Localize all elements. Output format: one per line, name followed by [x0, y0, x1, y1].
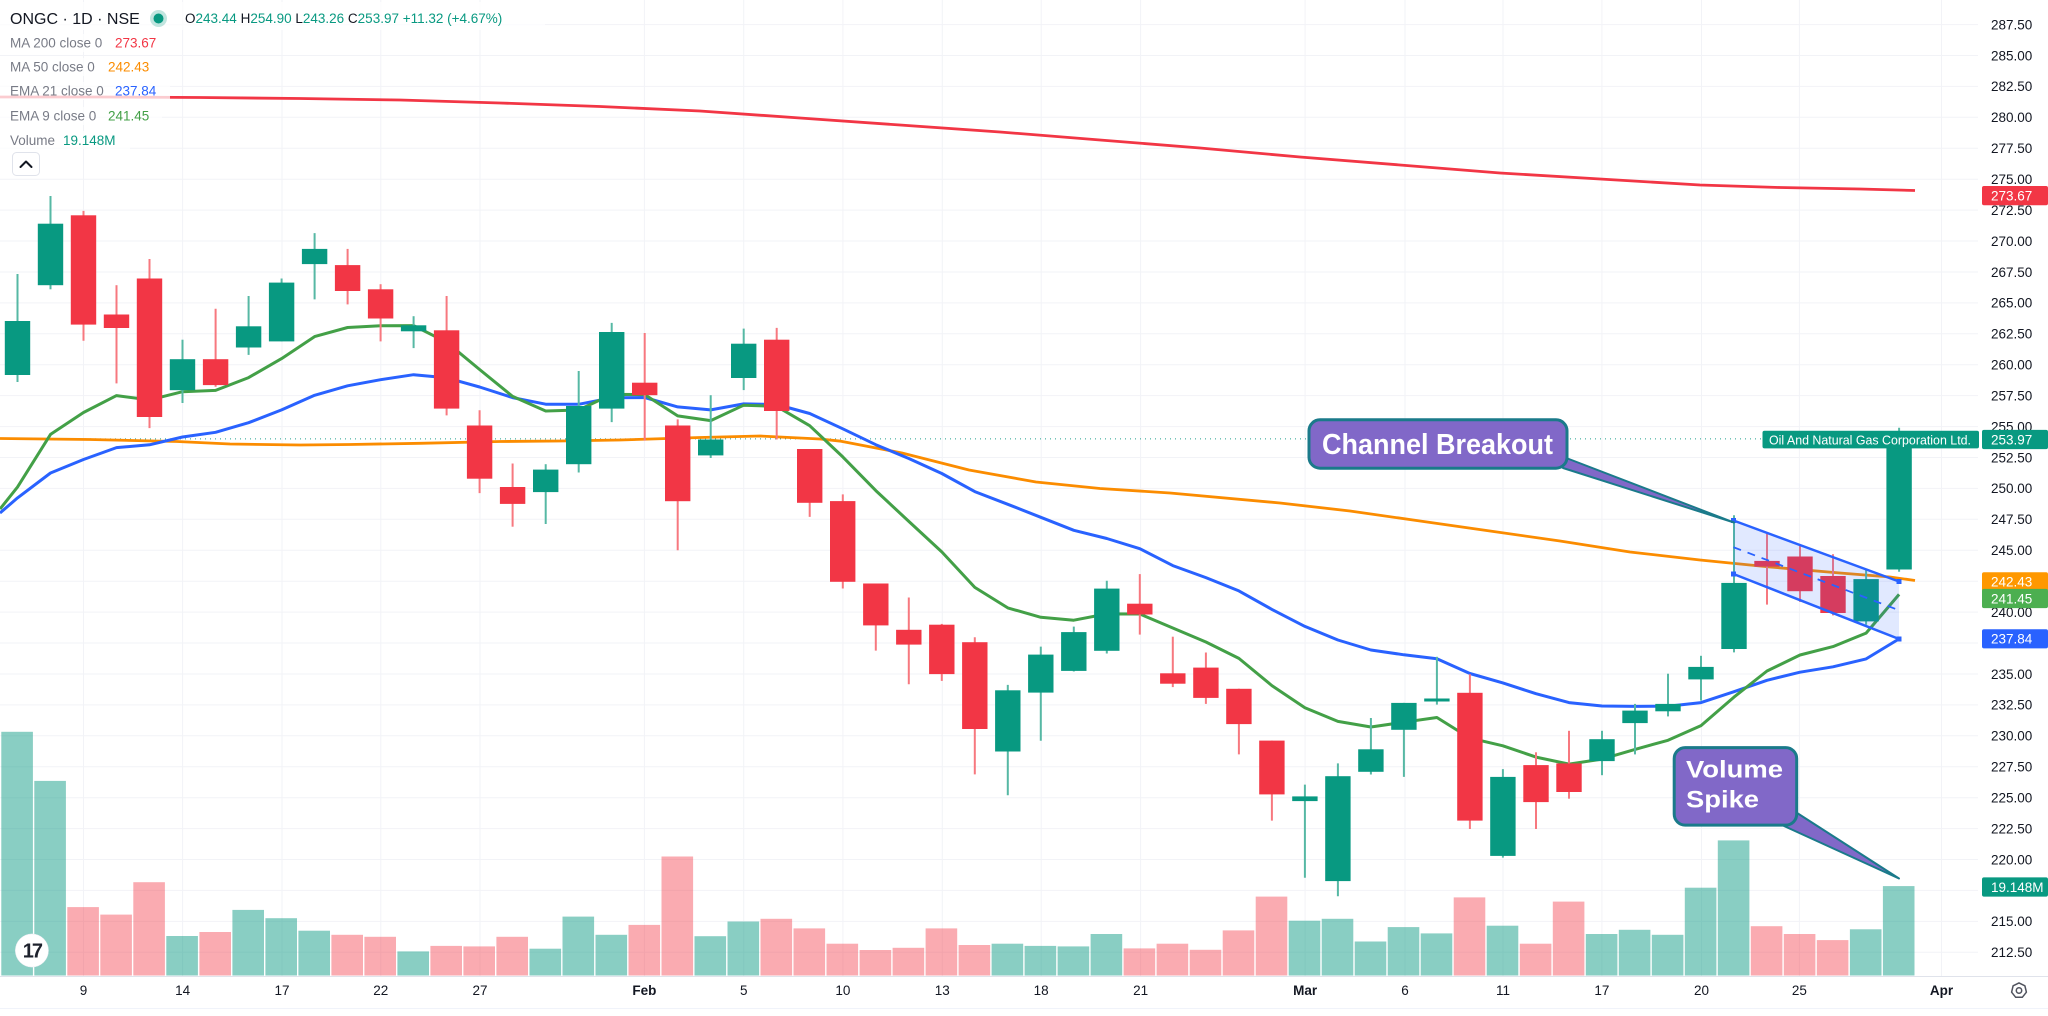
svg-text:Oil And Natural Gas Corporatio: Oil And Natural Gas Corporation Ltd.	[1769, 432, 1971, 447]
svg-text:Apr: Apr	[1930, 983, 1954, 998]
svg-text:18: 18	[1034, 983, 1049, 998]
svg-text:253.97: 253.97	[1991, 432, 2032, 447]
svg-text:257.50: 257.50	[1991, 388, 2032, 403]
svg-text:280.00: 280.00	[1991, 110, 2032, 125]
svg-text:19.148M: 19.148M	[63, 133, 116, 148]
svg-text:230.00: 230.00	[1991, 729, 2032, 744]
svg-text:13: 13	[935, 983, 950, 998]
svg-text:287.50: 287.50	[1991, 17, 2032, 32]
svg-text:272.50: 272.50	[1991, 203, 2032, 218]
svg-text:242.43: 242.43	[108, 60, 149, 75]
svg-text:O243.44 H254.90 L243.26 C253.9: O243.44 H254.90 L243.26 C253.97 +11.32 (…	[185, 11, 502, 26]
svg-text:Volume: Volume	[10, 133, 55, 148]
svg-text:21: 21	[1133, 983, 1148, 998]
svg-text:Volume: Volume	[1686, 757, 1783, 784]
svg-text:215.00: 215.00	[1991, 914, 2032, 929]
svg-text:Channel Breakout: Channel Breakout	[1322, 429, 1553, 461]
svg-text:17: 17	[23, 941, 43, 963]
svg-text:EMA 9 close 0: EMA 9 close 0	[10, 109, 96, 124]
svg-text:27: 27	[472, 983, 487, 998]
svg-text:10: 10	[835, 983, 850, 998]
svg-text:225.00: 225.00	[1991, 791, 2032, 806]
svg-text:MA 50 close 0: MA 50 close 0	[10, 60, 95, 75]
svg-text:227.50: 227.50	[1991, 760, 2032, 775]
svg-text:273.67: 273.67	[1991, 188, 2032, 203]
svg-text:25: 25	[1792, 983, 1807, 998]
svg-text:250.00: 250.00	[1991, 481, 2032, 496]
svg-text:EMA 21 close 0: EMA 21 close 0	[10, 84, 104, 99]
svg-text:241.45: 241.45	[108, 109, 149, 124]
svg-text:20: 20	[1694, 983, 1709, 998]
svg-text:11: 11	[1496, 983, 1510, 998]
svg-text:220.00: 220.00	[1991, 852, 2032, 867]
svg-text:282.50: 282.50	[1991, 79, 2032, 94]
svg-text:5: 5	[740, 983, 748, 998]
svg-text:270.00: 270.00	[1991, 234, 2032, 249]
svg-text:232.50: 232.50	[1991, 698, 2032, 713]
svg-text:222.50: 222.50	[1991, 821, 2032, 836]
svg-text:273.67: 273.67	[115, 36, 156, 51]
svg-text:237.84: 237.84	[1991, 632, 2033, 647]
svg-text:267.50: 267.50	[1991, 265, 2032, 280]
svg-text:19.148M: 19.148M	[1991, 880, 2044, 895]
svg-text:252.50: 252.50	[1991, 450, 2032, 465]
svg-text:242.43: 242.43	[1991, 575, 2032, 590]
svg-text:Mar: Mar	[1293, 983, 1318, 998]
svg-text:235.00: 235.00	[1991, 667, 2032, 682]
svg-text:277.50: 277.50	[1991, 141, 2032, 156]
svg-text:Feb: Feb	[632, 983, 656, 998]
svg-text:275.00: 275.00	[1991, 172, 2032, 187]
svg-text:6: 6	[1401, 983, 1409, 998]
svg-text:9: 9	[80, 983, 88, 998]
svg-text:262.50: 262.50	[1991, 327, 2032, 342]
svg-text:240.00: 240.00	[1991, 605, 2032, 620]
svg-text:260.00: 260.00	[1991, 358, 2032, 373]
svg-text:245.00: 245.00	[1991, 543, 2032, 558]
svg-text:17: 17	[274, 983, 289, 998]
svg-text:265.00: 265.00	[1991, 296, 2032, 311]
svg-text:ONGC · 1D · NSE: ONGC · 1D · NSE	[10, 11, 140, 28]
svg-text:Spike: Spike	[1686, 787, 1759, 814]
svg-text:285.00: 285.00	[1991, 48, 2032, 63]
svg-text:14: 14	[175, 983, 191, 998]
svg-text:241.45: 241.45	[1991, 591, 2032, 606]
svg-text:247.50: 247.50	[1991, 512, 2032, 527]
svg-text:237.84: 237.84	[115, 84, 157, 99]
svg-text:212.50: 212.50	[1991, 945, 2032, 960]
svg-text:17: 17	[1594, 983, 1609, 998]
svg-text:MA 200 close 0: MA 200 close 0	[10, 36, 102, 51]
svg-text:22: 22	[373, 983, 388, 998]
